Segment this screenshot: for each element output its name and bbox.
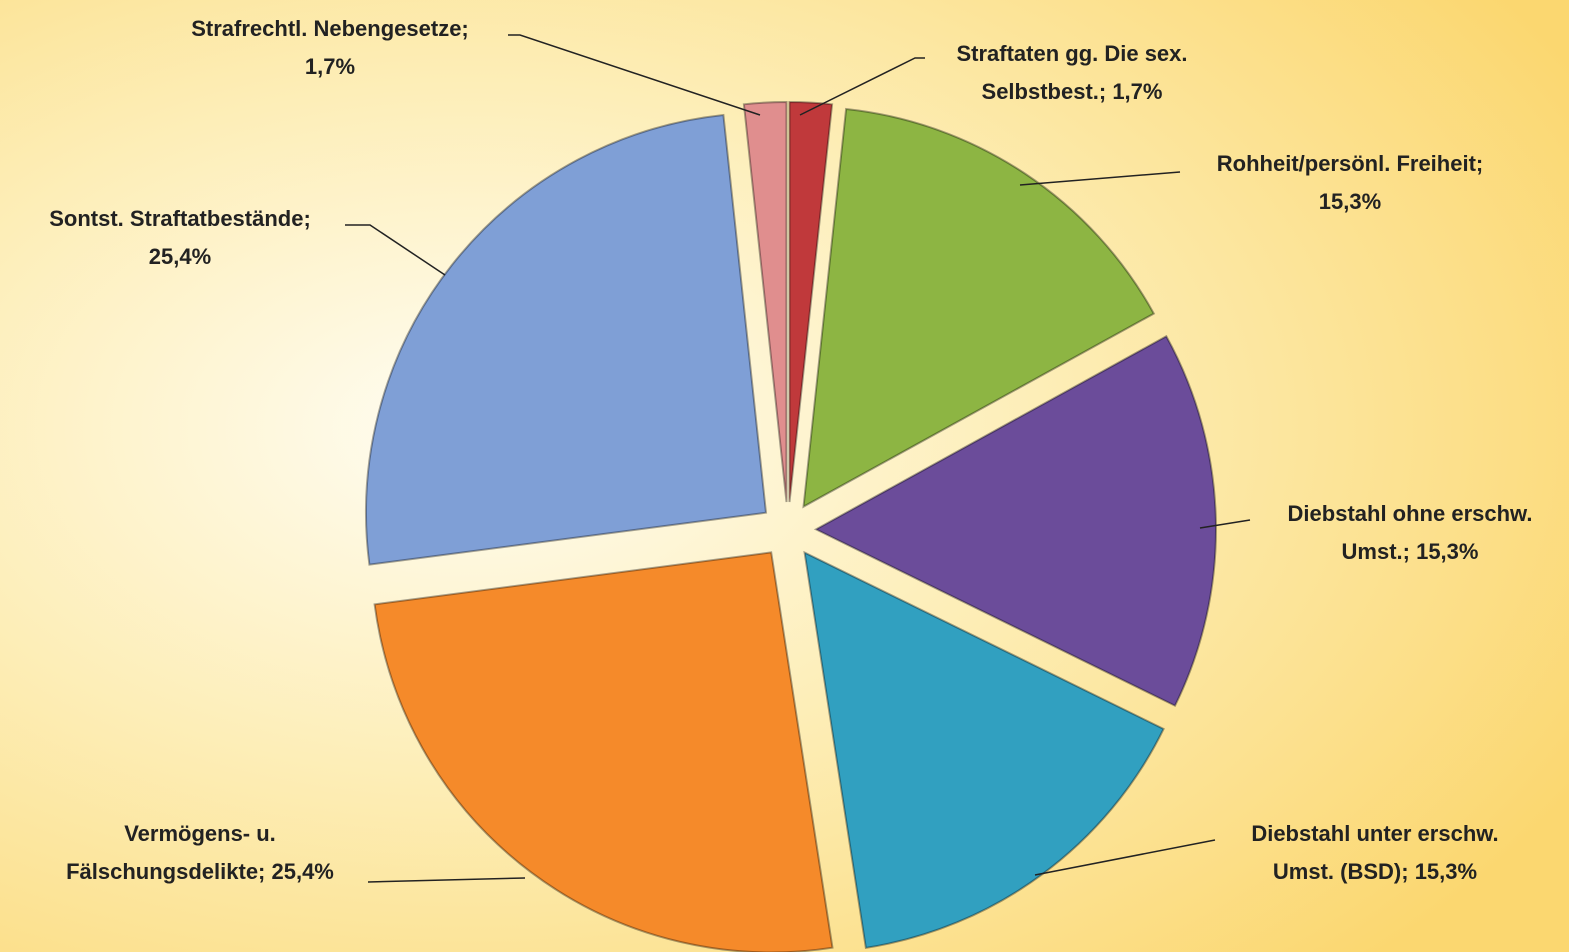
data-label: Vermögens- u. [124,821,276,846]
data-label: 25,4% [149,244,211,269]
data-label: Straftaten gg. Die sex. [956,41,1187,66]
data-label: Fälschungsdelikte; 25,4% [66,859,334,884]
data-label: Selbstbest.; 1,7% [982,79,1163,104]
data-label: Rohheit/persönl. Freiheit; [1217,151,1483,176]
chart: Straftaten gg. Die sex. Selbstbest.; 1,7%… [0,0,1569,952]
data-label: Diebstahl ohne erschw. [1288,501,1533,526]
data-label: Diebstahl unter erschw. [1251,821,1498,846]
data-label: Umst. (BSD); 15,3% [1273,859,1477,884]
data-label: Umst.; 15,3% [1342,539,1479,564]
data-label: Sontst. Straftatbestände; [49,206,311,231]
data-label: 1,7% [305,54,355,79]
data-label: 15,3% [1319,189,1381,214]
data-label: Strafrechtl. Nebengesetze; [191,16,469,41]
